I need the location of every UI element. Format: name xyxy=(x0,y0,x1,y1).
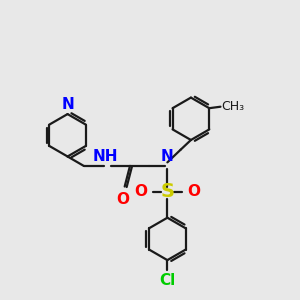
Text: N: N xyxy=(61,97,74,112)
Text: Cl: Cl xyxy=(159,273,176,288)
Text: NH: NH xyxy=(92,148,118,164)
Text: S: S xyxy=(160,182,174,201)
Text: CH₃: CH₃ xyxy=(222,100,245,113)
Text: O: O xyxy=(135,184,148,199)
Text: N: N xyxy=(161,149,174,164)
Text: O: O xyxy=(187,184,200,199)
Text: O: O xyxy=(116,192,129,207)
